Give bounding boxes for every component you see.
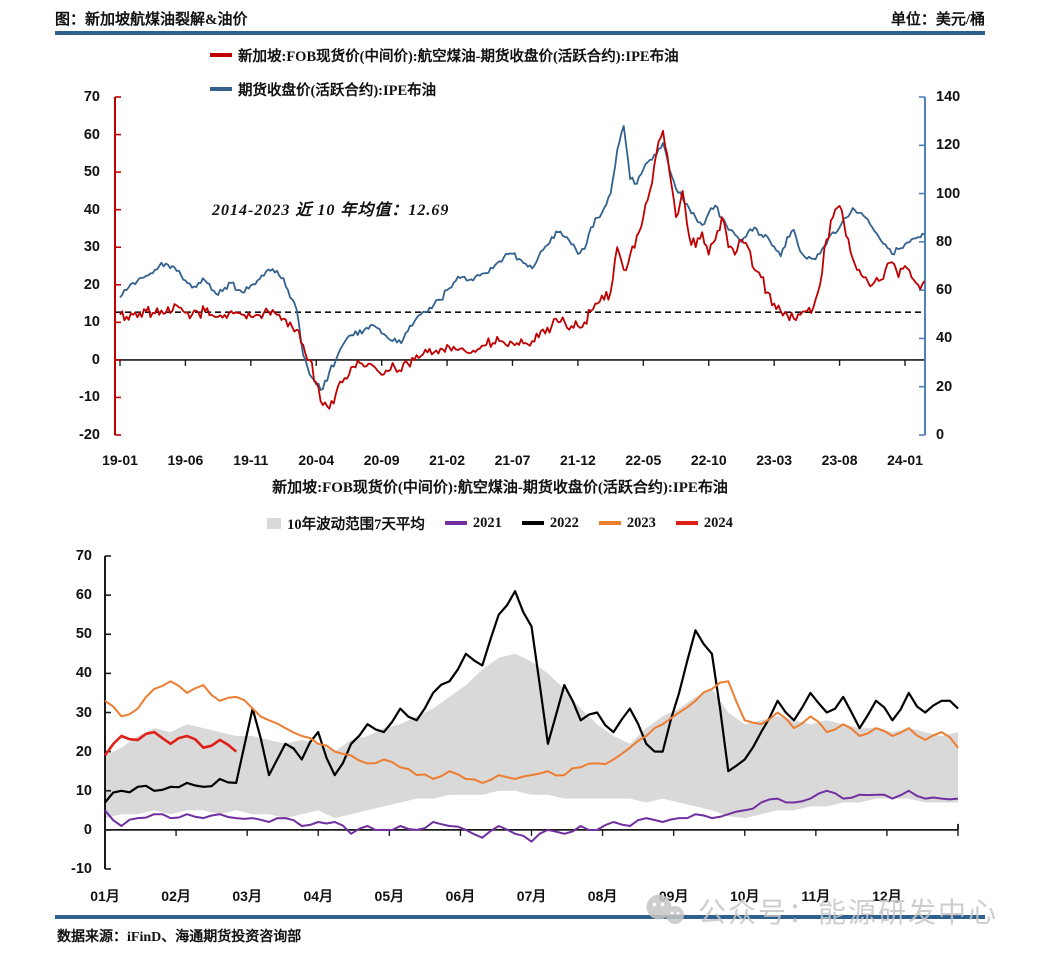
legend-label: 新加坡:FOB现货价(中间价):航空煤油-期货收盘价(活跃合约):IPE布油 (238, 48, 679, 65)
bottom-x-tick-label: 10月 (729, 888, 760, 904)
bottom-left-tick-label: 0 (83, 821, 92, 838)
legend-item-crack_red: 新加坡:FOB现货价(中间价):航空煤油-期货收盘价(活跃合约):IPE布油 (210, 44, 679, 66)
top-right-tick-label: 40 (936, 330, 953, 347)
top-chart-legend: 新加坡:FOB现货价(中间价):航空煤油-期货收盘价(活跃合约):IPE布油 期货… (210, 44, 679, 112)
legend-label: 2021 (472, 514, 502, 531)
bottom-chart-legend: 10年波动范围7天平均 2021 2022 2023 2024 (50, 512, 950, 534)
year-line-2023 (104, 680, 959, 784)
bottom-chart-title: 新加坡:FOB现货价(中间价):航空煤油-期货收盘价(活跃合约):IPE布油 (272, 480, 728, 496)
top-x-tick-label: 20-04 (298, 452, 335, 468)
legend-item-2024: 2024 (675, 512, 733, 534)
top-right-tick-label: 80 (936, 233, 953, 250)
top-left-tick-label: 30 (83, 239, 100, 256)
unit-label: 单位：美元/桶 (890, 12, 985, 28)
legend-box-icon (267, 517, 282, 529)
bottom-x-tick-label: 08月 (587, 888, 618, 904)
top-x-tick-label: 22-05 (625, 452, 662, 468)
legend-label: 2023 (626, 514, 656, 531)
top-right-tick-label: 0 (936, 427, 945, 443)
top-left-tick-label: 20 (83, 276, 100, 293)
legend-dash-icon (210, 53, 232, 57)
top-x-tick-label: 21-07 (494, 452, 531, 468)
top-right-tick-label: 100 (936, 185, 961, 202)
legend-dash-icon (675, 521, 698, 525)
crack-spread-line (119, 129, 926, 410)
legend-item-10年波动范围7天平均: 10年波动范围7天平均 (267, 512, 425, 534)
top-right-tick-label: 120 (936, 137, 961, 154)
bottom-left-tick-label: 20 (75, 743, 92, 760)
bottom-left-tick-label: 60 (75, 587, 92, 604)
watermark: 公众号：能源研发中心 (645, 891, 998, 931)
legend-dash-icon (444, 521, 467, 525)
top-divider (55, 31, 985, 35)
top-x-tick-label: 20-09 (363, 452, 400, 468)
legend-dash-icon (598, 521, 621, 525)
ten-year-range-band (105, 653, 958, 819)
top-x-tick-label: 24-01 (887, 452, 923, 468)
mean-annotation: 2014-2023 近 10 年均值：12.69 (212, 202, 450, 219)
top-right-tick-label: 20 (936, 378, 953, 395)
legend-label: 期货收盘价(活跃合约):IPE布油 (238, 82, 437, 99)
top-left-tick-label: 0 (91, 351, 100, 368)
bottom-x-tick-label: 01月 (90, 888, 120, 904)
year-line-2022 (104, 590, 959, 804)
top-x-tick-label: 19-01 (102, 452, 138, 468)
legend-label: 2022 (549, 514, 579, 531)
top-left-tick-label: 60 (83, 126, 100, 143)
top-left-tick-label: 10 (83, 314, 100, 331)
bottom-divider (55, 915, 985, 919)
bottom-left-tick-label: 30 (75, 704, 92, 721)
bottom-left-tick-label: 10 (75, 782, 92, 799)
legend-item-2023: 2023 (598, 512, 656, 534)
legend-dash-icon (210, 87, 232, 91)
legend-dash-icon (521, 521, 544, 525)
top-x-tick-label: 23-08 (821, 452, 858, 468)
top-right-tick-label: 140 (936, 89, 961, 105)
top-x-tick-label: 19-06 (167, 452, 204, 468)
bottom-x-tick-label: 02月 (161, 888, 191, 904)
legend-item-brent_blue: 期货收盘价(活跃合约):IPE布油 (210, 78, 679, 100)
year-line-2021 (104, 789, 959, 843)
top-x-tick-label: 19-11 (233, 452, 269, 468)
legend-label: 10年波动范围7天平均 (287, 516, 425, 533)
year-line-2024 (103, 730, 238, 757)
bottom-left-tick-label: 40 (75, 665, 92, 682)
page-title: 图：新加坡航煤油裂解&油价 (55, 12, 248, 28)
bottom-x-tick-label: 11月 (801, 888, 831, 904)
data-source: 数据来源：iFinD、海通期货投资咨询部 (57, 930, 302, 945)
legend-label: 2024 (703, 514, 733, 531)
top-left-tick-label: 40 (83, 201, 100, 218)
bottom-left-tick-label: 70 (75, 548, 92, 564)
legend-item-2021: 2021 (444, 512, 502, 534)
top-left-tick-label: 70 (83, 89, 100, 105)
top-x-tick-label: 21-12 (560, 452, 596, 468)
top-left-tick-label: 50 (83, 164, 100, 181)
top-x-tick-label: 23-03 (756, 452, 793, 468)
bottom-x-tick-label: 07月 (516, 888, 547, 904)
top-left-tick-label: -20 (79, 427, 100, 443)
top-left-tick-label: -10 (79, 389, 100, 406)
top-x-tick-label: 21-02 (429, 452, 465, 468)
bottom-left-tick-label: 50 (75, 626, 92, 643)
wechat-icon (646, 894, 684, 924)
bottom-left-tick-label: -10 (71, 861, 92, 877)
legend-item-2022: 2022 (521, 512, 579, 534)
brent-futures-line (119, 125, 925, 391)
bottom-x-tick-label: 12月 (872, 888, 902, 904)
top-x-tick-label: 22-10 (690, 452, 727, 468)
bottom-x-tick-label: 04月 (303, 888, 334, 904)
bottom-x-tick-label: 06月 (445, 888, 476, 904)
watermark-text: 公众号：能源研发中心 (698, 897, 999, 928)
top-right-tick-label: 60 (936, 282, 953, 299)
bottom-x-tick-label: 03月 (232, 888, 262, 904)
bottom-x-tick-label: 05月 (374, 888, 405, 904)
